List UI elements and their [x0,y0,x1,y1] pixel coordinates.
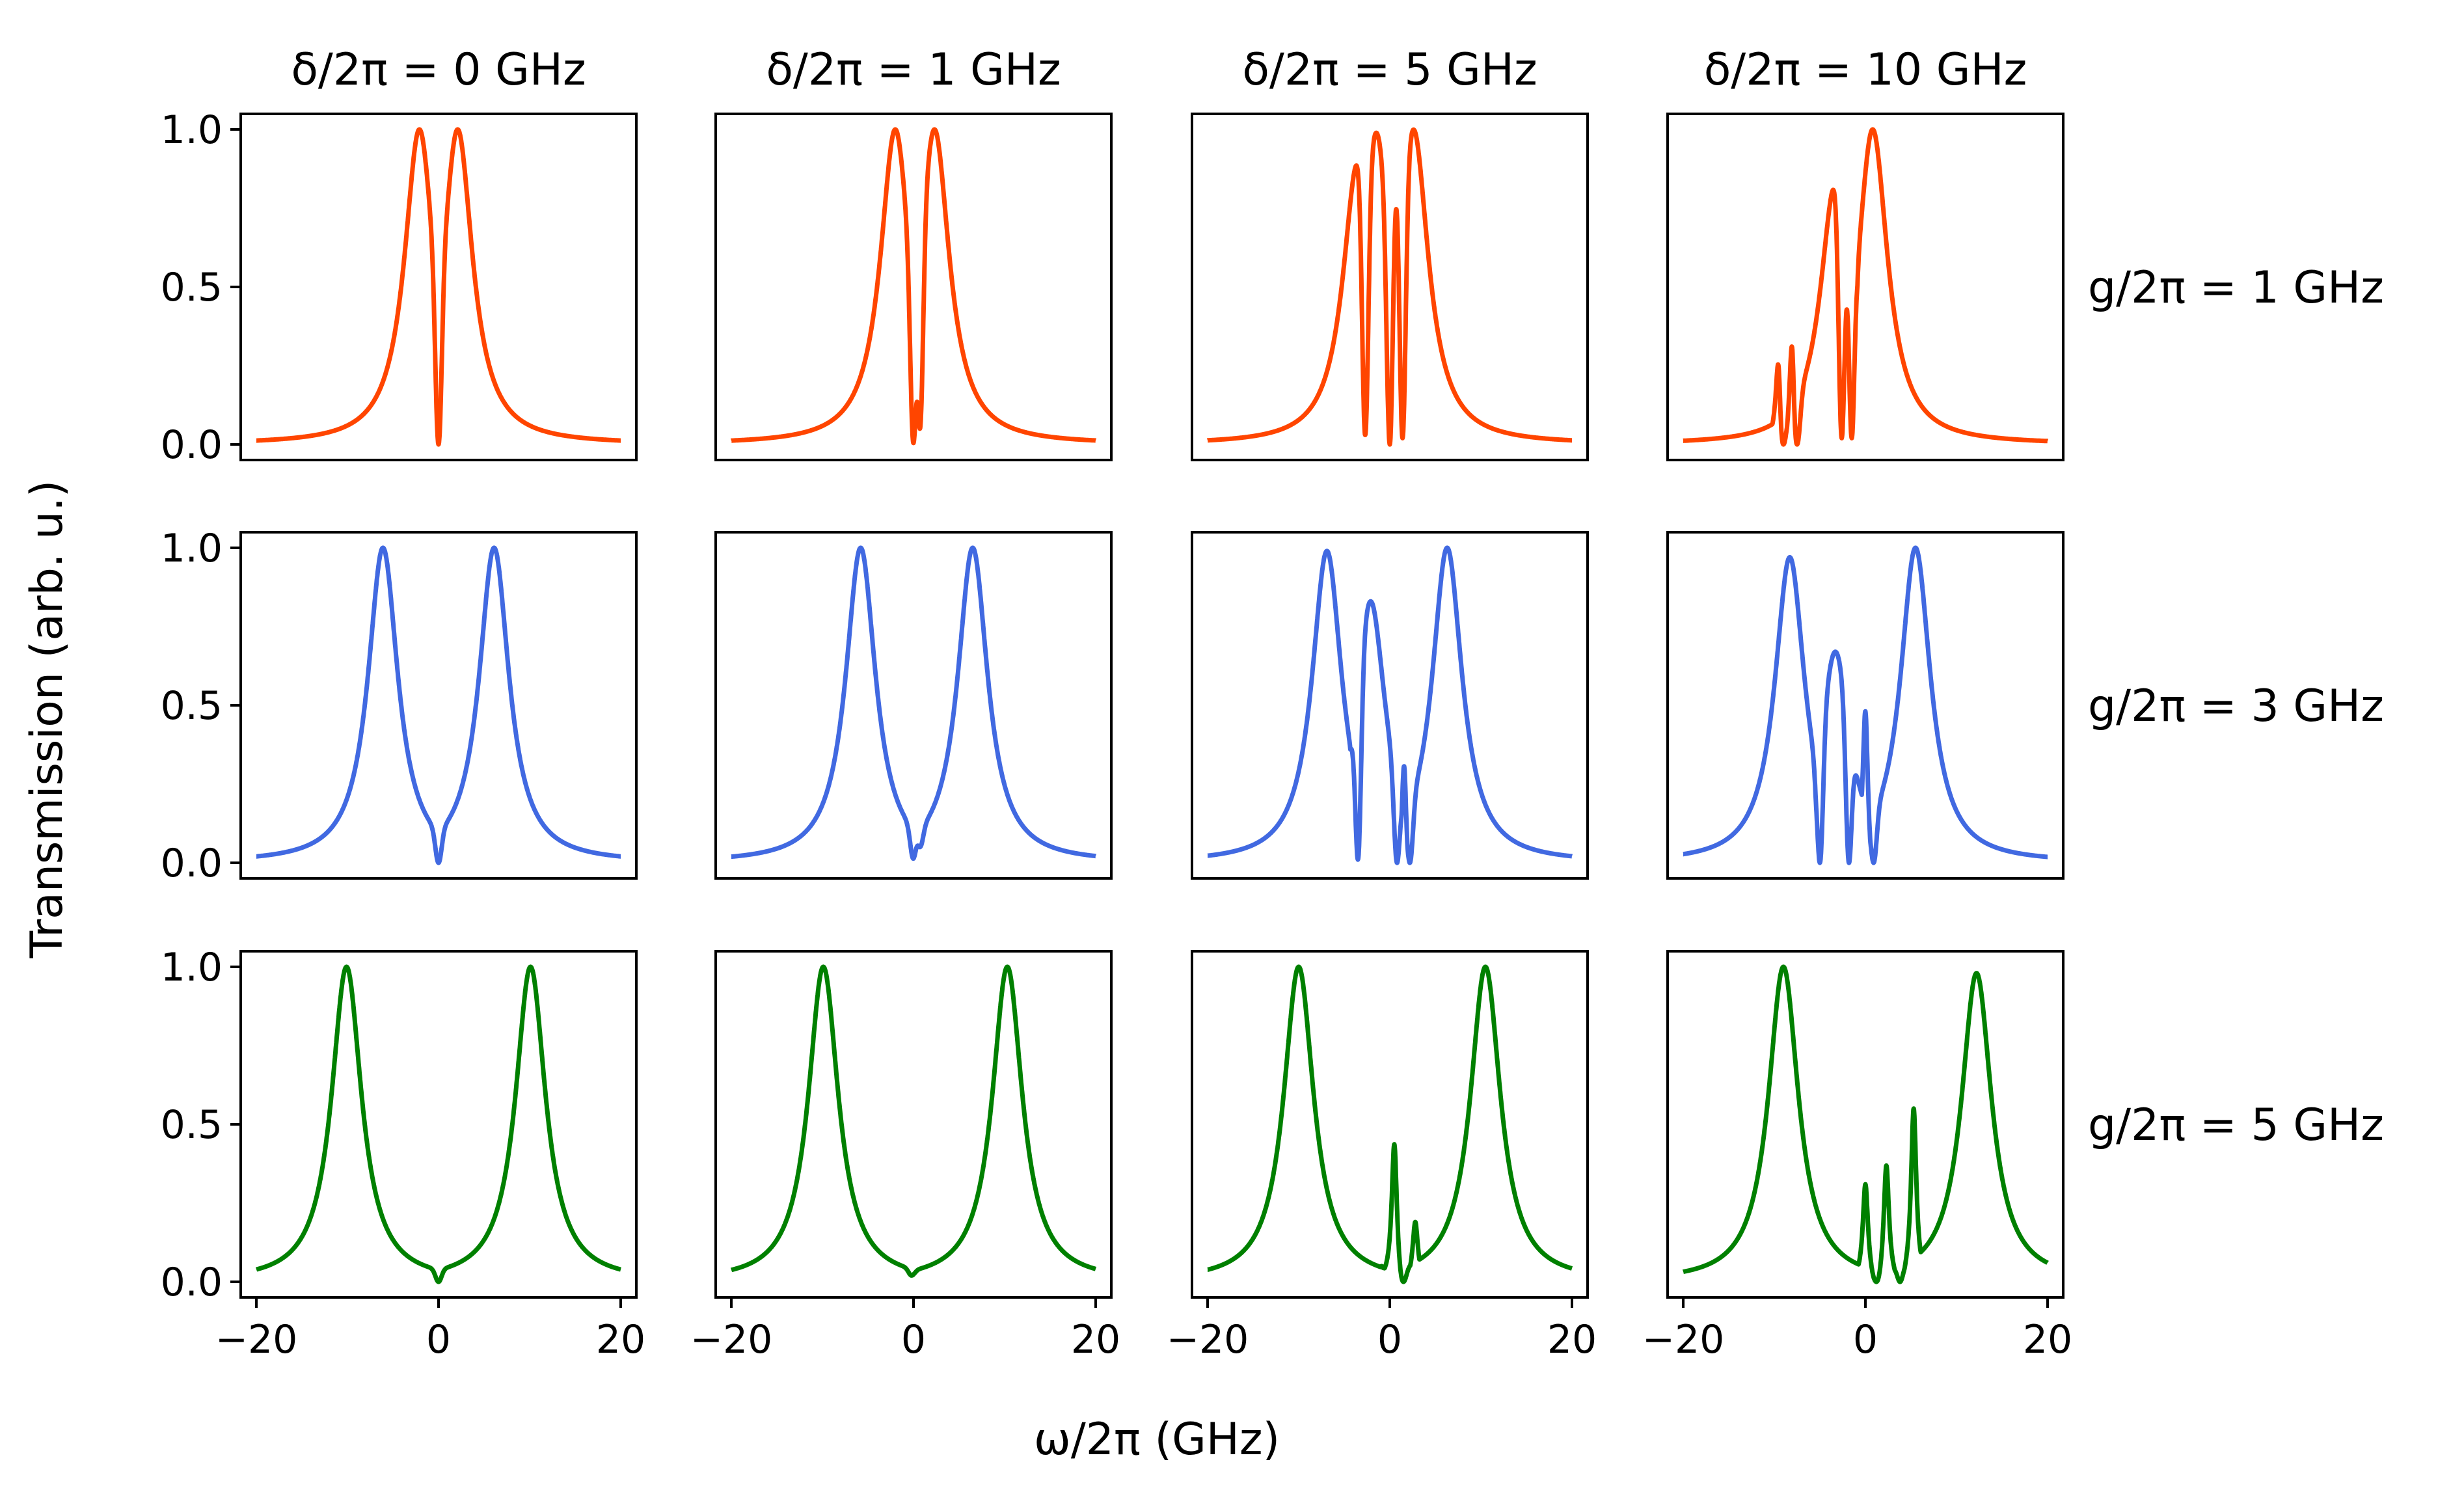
x-tick-label: −20 [690,1317,773,1362]
series-line-g3_d10 [1681,545,2050,865]
panel-g5_d5: −20 0 20 [1167,950,1597,1362]
panel-g1_d10: δ/2π = 10 GHz g/2π = 1 GHz [1666,44,2384,461]
x-tick-label: 20 [596,1317,645,1362]
column-title: δ/2π = 10 GHz [1704,44,2027,96]
y-tick-label: 0.0 [161,1260,223,1305]
axes-frame [1191,113,1589,461]
panel-g5_d0: 0.0 0.5 1.0 −20 0 20 [161,945,646,1362]
axes-frame [1666,950,2065,1299]
series-line-g3_d5 [1205,545,1575,865]
series-line-g5_d10 [1681,964,2050,1284]
panel-g3_d10: g/2π = 3 GHz [1666,531,2384,880]
axes-frame [714,113,1113,461]
series-line-g3_d0 [254,545,623,865]
panel-g5_d10: −20 0 20 g/2π = 5 GHz [1642,950,2384,1362]
x-axis-label: ω/2π (GHz) [1034,1414,1280,1465]
y-tick-label: 0.5 [161,265,223,310]
panel-g3_d0: 0.0 0.5 1.0 [161,526,638,886]
y-tick-label: 1.0 [161,107,223,153]
axes-frame [714,531,1113,880]
y-tick-label: 0.5 [161,1102,223,1148]
y-tick-label: 1.0 [161,526,223,571]
x-tick-label: 20 [1547,1317,1597,1362]
series-line-g5_d5 [1205,964,1575,1284]
row-label: g/2π = 1 GHz [2088,262,2384,314]
series-line-g5_d1 [729,964,1098,1278]
x-tick-label: 0 [901,1317,926,1362]
x-tick-label: 0 [1853,1317,1878,1362]
axes-frame [1666,113,2065,461]
series-line-g1_d1 [729,127,1098,446]
panel-g3_d1 [714,531,1113,880]
panel-g5_d1: −20 0 20 [690,950,1120,1362]
axes-frame [239,950,638,1299]
series-line-g1_d0 [254,127,623,447]
x-tick-label: 20 [1071,1317,1120,1362]
row-label: g/2π = 3 GHz [2088,681,2384,732]
column-title: δ/2π = 5 GHz [1242,44,1537,96]
series-line-g5_d0 [254,964,623,1284]
x-tick-label: −20 [1642,1317,1725,1362]
y-tick-label: 1.0 [161,945,223,990]
x-tick-label: −20 [215,1317,298,1362]
y-tick-label: 0.5 [161,683,223,729]
column-title: δ/2π = 1 GHz [766,44,1061,96]
y-tick-label: 0.0 [161,422,223,468]
panel-g1_d5: δ/2π = 5 GHz [1191,44,1589,461]
panel-g1_d0: 0.0 0.5 1.0 δ/2π = 0 GHz [161,44,638,468]
panel-g1_d1: δ/2π = 1 GHz [714,44,1113,461]
panel-grid: 0.0 0.5 1.0 δ/2π = 0 GHz δ/2π = 1 GHz δ/2π = … [161,44,2384,1362]
x-tick-label: 0 [426,1317,451,1362]
x-tick-label: 20 [2023,1317,2072,1362]
series-line-g1_d10 [1681,127,2050,447]
axes-frame [1191,531,1589,880]
x-tick-label: 0 [1377,1317,1402,1362]
axes-frame [239,531,638,880]
column-title: δ/2π = 0 GHz [291,44,586,96]
x-tick-label: −20 [1167,1317,1249,1362]
axes-frame [1666,531,2065,880]
y-tick-label: 0.0 [161,841,223,886]
y-axis-label: Transmission (arb. u.) [21,480,73,959]
series-line-g3_d1 [729,545,1098,861]
row-label: g/2π = 5 GHz [2088,1100,2384,1151]
series-line-g1_d5 [1205,127,1575,447]
panel-g3_d5 [1191,531,1589,880]
